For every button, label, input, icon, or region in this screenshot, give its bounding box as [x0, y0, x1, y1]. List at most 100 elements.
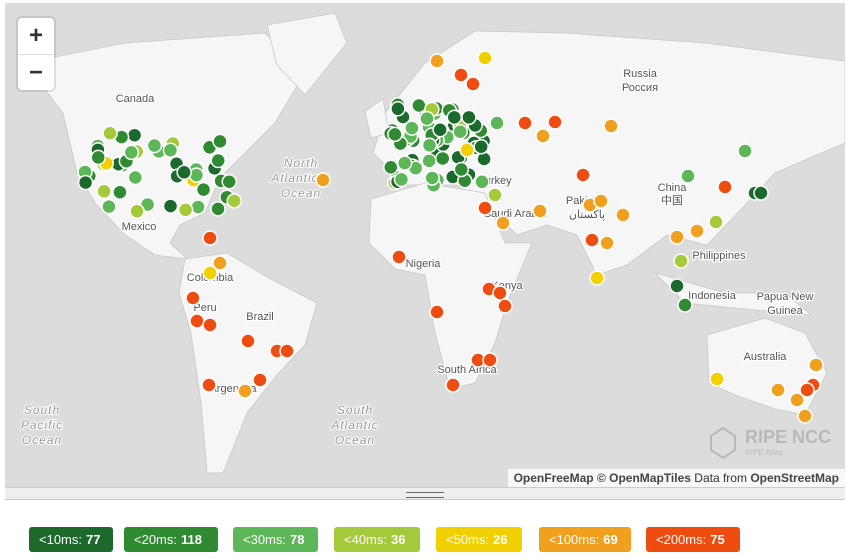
- probe: [212, 133, 228, 150]
- probe: [237, 383, 253, 399]
- probe: [615, 207, 631, 223]
- place-label: 中国: [661, 194, 683, 207]
- probe: [677, 297, 693, 313]
- probe: [102, 125, 118, 141]
- probe: [737, 143, 753, 159]
- probe: [201, 377, 217, 393]
- probe: [708, 214, 724, 230]
- place-label: Russia: [623, 68, 658, 80]
- watermark-title: RIPE NCC: [745, 427, 831, 447]
- probe: [101, 198, 117, 215]
- probe: [689, 223, 705, 239]
- place-label: پاکستان: [569, 209, 605, 221]
- probe: [459, 142, 475, 158]
- legend-count: 118: [181, 532, 202, 547]
- ocean-label: Ocean: [335, 433, 375, 447]
- probe: [474, 174, 490, 190]
- legend-item[interactable]: <50ms: 26: [436, 527, 522, 552]
- ocean-label: South: [24, 403, 60, 417]
- legend-label: <20ms:: [134, 532, 177, 547]
- probe: [315, 172, 331, 188]
- place-label: Brazil: [246, 311, 274, 323]
- probe: [593, 193, 609, 209]
- probe: [517, 115, 533, 131]
- ocean-label: North: [284, 156, 318, 170]
- legend-count: 36: [391, 532, 406, 547]
- place-label: Canada: [116, 93, 155, 105]
- watermark: RIPE NCC RIPE Atlas: [710, 426, 831, 460]
- probe: [477, 200, 493, 216]
- place-label: Россия: [622, 82, 658, 94]
- probe: [770, 382, 786, 398]
- probe: [127, 169, 144, 186]
- legend-item[interactable]: <10ms: 77: [29, 527, 113, 552]
- legend-count: 78: [290, 532, 305, 547]
- resize-handle[interactable]: [5, 487, 845, 500]
- probe: [789, 392, 805, 408]
- place-label: Indonesia: [688, 290, 737, 302]
- watermark-subtitle: RIPE Atlas: [745, 448, 783, 457]
- ocean-label: Pacific: [21, 418, 63, 432]
- probe: [177, 202, 194, 218]
- probe: [112, 184, 128, 200]
- probe: [226, 193, 242, 209]
- probe: [210, 152, 226, 169]
- probe: [393, 171, 410, 188]
- map[interactable]: Canada Russia Россия North Atlantic Ocean Mexi…: [5, 3, 845, 487]
- probe: [390, 101, 406, 117]
- legend-item[interactable]: <40ms: 36: [334, 527, 420, 552]
- legend-item[interactable]: <100ms: 69: [539, 527, 631, 552]
- probe: [465, 76, 481, 92]
- probe: [189, 313, 205, 329]
- ocean-label: South: [337, 403, 373, 417]
- probe: [210, 201, 226, 217]
- probe: [473, 138, 489, 155]
- probe: [489, 115, 505, 131]
- probe: [492, 285, 508, 301]
- probe: [77, 174, 94, 191]
- probe: [547, 114, 563, 130]
- legend-item[interactable]: <20ms: 118: [124, 527, 218, 552]
- probe: [202, 230, 218, 246]
- probe: [162, 142, 179, 158]
- probe: [123, 144, 140, 161]
- attribution-link[interactable]: OpenStreetMap: [750, 471, 839, 485]
- probe: [669, 229, 685, 245]
- probe: [453, 161, 470, 178]
- probe: [391, 249, 407, 265]
- probe: [419, 110, 435, 127]
- attribution-link[interactable]: © OpenMapTiles: [596, 471, 691, 485]
- probe: [212, 255, 228, 271]
- attribution-text: Data from: [694, 471, 747, 485]
- probe: [279, 343, 295, 359]
- legend-item[interactable]: <30ms: 78: [233, 527, 318, 552]
- probe: [429, 304, 445, 320]
- place-label: Peru: [193, 302, 216, 314]
- zoom-in[interactable]: +: [28, 22, 43, 49]
- attribution: OpenFreeMap © OpenMapTiles Data from Ope…: [507, 469, 845, 487]
- place-label: Guinea: [767, 305, 803, 317]
- place-label: Mexico: [122, 221, 157, 233]
- legend-count: 77: [86, 532, 101, 547]
- probe: [797, 408, 813, 424]
- probe: [753, 185, 769, 201]
- probe: [185, 290, 201, 306]
- probe: [404, 120, 420, 136]
- attribution-link[interactable]: OpenFreeMap: [513, 471, 594, 485]
- probe: [446, 109, 463, 126]
- probe: [421, 137, 438, 154]
- place-label: Papua New: [757, 291, 814, 303]
- probe: [477, 50, 493, 66]
- probe: [599, 235, 615, 251]
- probe: [497, 298, 513, 314]
- zoom-out[interactable]: −: [18, 54, 54, 91]
- probe: [452, 123, 468, 140]
- probe: [673, 253, 689, 269]
- probe: [669, 278, 685, 294]
- legend-label: <40ms:: [344, 532, 387, 547]
- probe: [421, 153, 437, 169]
- probe: [429, 53, 445, 69]
- legend-item[interactable]: <200ms: 75: [646, 527, 740, 552]
- probe: [575, 167, 591, 183]
- legend-label: <200ms:: [656, 532, 707, 547]
